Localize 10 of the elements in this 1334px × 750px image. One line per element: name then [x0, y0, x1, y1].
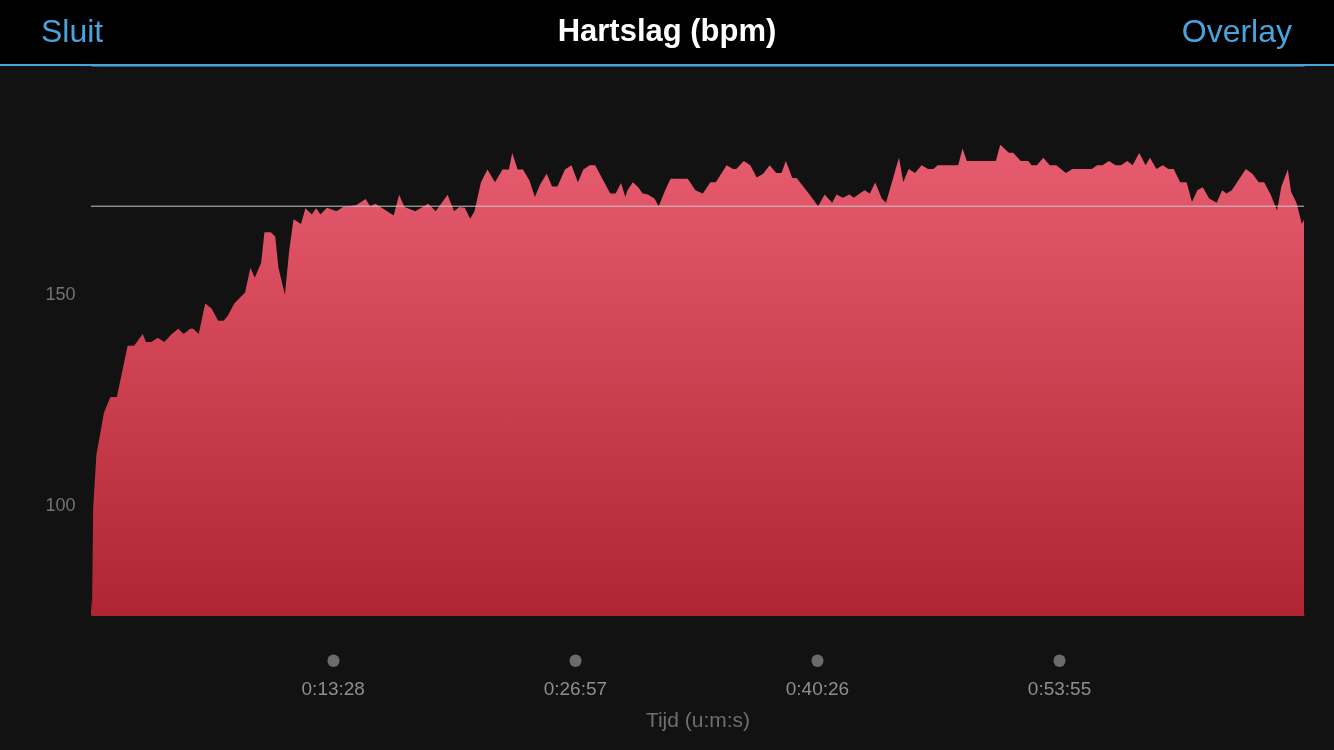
text: Sluit [41, 13, 104, 49]
x-tick-label: 0:26:57 [543, 677, 608, 699]
x-tick-label: 0:13:28 [301, 677, 365, 699]
y-tick-label: 100 [45, 494, 76, 515]
x-tick-label: 0:40:26 [785, 677, 850, 699]
chart-title: Hartslag (bpm) [557, 13, 777, 48]
x-tick-label: 0:53:55 [1027, 677, 1092, 699]
text: Overlay [1181, 13, 1292, 49]
x-axis-title: Tijd (u:m:s) [645, 707, 751, 731]
y-tick-label: 150 [45, 284, 76, 305]
